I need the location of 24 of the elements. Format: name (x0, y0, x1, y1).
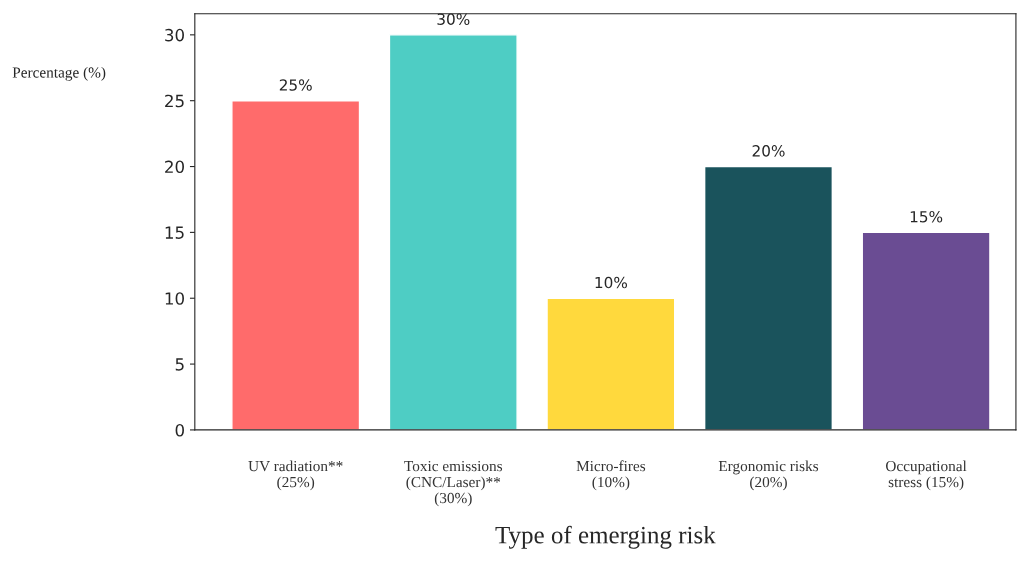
data-label: 30% (437, 13, 470, 25)
y-tick-label: 20 (165, 160, 184, 174)
x-tick-label: Ergonomic risks (20%) (718, 460, 819, 491)
bar (861, 231, 991, 430)
x-tick-label: Micro-fires (10%) (576, 460, 646, 491)
y-tick-label: 25 (165, 94, 184, 108)
bar (546, 297, 676, 430)
y-axis-title: Percentage (%) (12, 66, 106, 81)
bar (388, 34, 518, 430)
data-label: 25% (279, 79, 312, 91)
x-axis-title: Type of emerging risk (495, 525, 716, 549)
y-tick-label: 15 (165, 226, 184, 239)
data-label: 15% (910, 210, 943, 223)
x-tick-label: UV radiation** (25%) (248, 460, 343, 491)
bar (231, 99, 361, 430)
y-tick-label: 5 (175, 358, 184, 371)
x-tick-label: Toxic emissions (CNC/Laser)** (30%) (404, 460, 503, 507)
data-label: 20% (752, 145, 785, 157)
y-tick-label: 30 (165, 28, 184, 42)
data-label: 10% (595, 276, 628, 289)
bar (703, 165, 834, 430)
y-tick-label: 0 (175, 423, 184, 437)
x-tick-label: Occupational stress (15%) (885, 460, 967, 491)
y-tick-label: 10 (165, 292, 184, 305)
